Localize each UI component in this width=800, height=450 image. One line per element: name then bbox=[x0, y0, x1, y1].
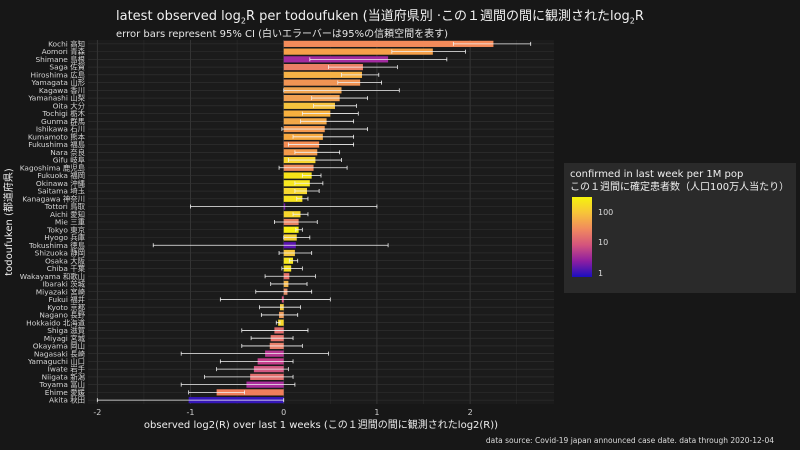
category-label-32: Ibaraki 茨城 bbox=[43, 280, 86, 289]
bar-18 bbox=[283, 172, 312, 179]
category-label-33: Miyazaki 宮崎 bbox=[36, 287, 86, 296]
bar-29 bbox=[283, 257, 294, 264]
category-label-44: Niigata 新潟 bbox=[42, 372, 85, 381]
bar-25 bbox=[283, 226, 299, 233]
bar-4 bbox=[283, 64, 363, 71]
legend-colorbar bbox=[572, 197, 592, 277]
bar-46 bbox=[216, 389, 284, 396]
category-label-26: Hyogo 兵庫 bbox=[44, 233, 85, 242]
category-label-30: Chiba 千葉 bbox=[47, 264, 86, 273]
category-label-4: Saga 佐賀 bbox=[49, 63, 85, 72]
legend-tick-100: 100 bbox=[598, 208, 614, 217]
category-label-35: Kyoto 京都 bbox=[47, 303, 85, 312]
x-axis-label: observed log2(R) over last 1 weeks (この１週… bbox=[144, 418, 498, 431]
category-label-43: Iwate 岩手 bbox=[48, 365, 86, 374]
category-label-19: Okinawa 沖縄 bbox=[36, 179, 86, 188]
category-label-10: Tochigi 栃木 bbox=[42, 109, 86, 118]
category-label-22: Tottori 鳥取 bbox=[44, 202, 86, 211]
category-label-3: Shimane 島根 bbox=[35, 55, 85, 64]
bar-5 bbox=[283, 71, 363, 78]
category-label-46: Ehime 愛媛 bbox=[45, 388, 86, 397]
y-axis-label: todoufuken (都道府県) bbox=[2, 168, 15, 276]
bar-6 bbox=[283, 79, 361, 86]
category-label-5: Hiroshima 広島 bbox=[31, 70, 85, 79]
category-label-20: Saitama 埼玉 bbox=[37, 187, 85, 196]
category-label-39: Miyagi 宮城 bbox=[44, 334, 86, 343]
category-label-28: Shizuoka 静岡 bbox=[35, 249, 85, 258]
category-label-14: Fukushima 福島 bbox=[28, 140, 85, 149]
category-label-2: Aomori 青森 bbox=[42, 47, 86, 56]
category-label-21: Kanagawa 神奈川 bbox=[22, 194, 85, 203]
category-label-45: Toyama 富山 bbox=[38, 380, 85, 389]
legend-title-line2: この１週間に確定患者数（人口100万人当たり） bbox=[570, 182, 790, 193]
category-label-18: Fukuoka 福岡 bbox=[37, 171, 85, 180]
category-label-31: Wakayama 和歌山 bbox=[20, 272, 85, 281]
legend-tick-1: 1 bbox=[598, 269, 604, 278]
category-label-42: Yamaguchi 山口 bbox=[27, 357, 85, 366]
bar-1 bbox=[283, 40, 494, 47]
chart-subtitle: error bars represent 95% CI (白いエラーバーは95%… bbox=[116, 29, 449, 40]
category-label-25: Tokyo 東京 bbox=[46, 225, 85, 234]
category-label-11: Gunma 群馬 bbox=[41, 117, 85, 126]
category-label-34: Fukui 福井 bbox=[49, 295, 85, 304]
category-label-29: Osaka 大阪 bbox=[45, 256, 86, 265]
color-legend: confirmed in last week per 1M pop この１週間に… bbox=[564, 163, 796, 293]
x-tick-label-1: -2 bbox=[93, 408, 101, 417]
bar-2 bbox=[283, 48, 433, 55]
x-tick-label-3: 0 bbox=[281, 408, 286, 417]
x-tick-label-5: 2 bbox=[468, 408, 473, 417]
category-label-24: Mie 三重 bbox=[55, 218, 85, 227]
category-label-16: Gifu 岐阜 bbox=[53, 156, 85, 165]
chart-caption: data source: Covid-19 japan announced ca… bbox=[485, 436, 774, 445]
category-label-15: Nara 奈良 bbox=[50, 148, 85, 157]
legend-tick-10: 10 bbox=[598, 238, 609, 247]
category-label-36: Nagano 長野 bbox=[39, 311, 85, 320]
x-tick-label-4: 1 bbox=[374, 408, 379, 417]
category-label-17: Kagoshima 鹿児島 bbox=[20, 163, 85, 172]
category-label-23: Aichi 愛知 bbox=[50, 210, 85, 219]
category-label-40: Okayama 岡山 bbox=[33, 342, 85, 351]
x-tick-label-2: -1 bbox=[187, 408, 195, 417]
category-label-7: Kagawa 香川 bbox=[39, 86, 85, 95]
legend-title: confirmed in last week per 1M pop この１週間に… bbox=[570, 168, 789, 194]
category-label-13: Kumamoto 熊本 bbox=[28, 132, 86, 141]
category-label-27: Tokushima 徳島 bbox=[28, 241, 85, 250]
category-label-9: Oita 大分 bbox=[53, 101, 86, 110]
legend-title-line1: confirmed in last week per 1M pop bbox=[570, 169, 744, 180]
category-label-37: Hokkaido 北海道 bbox=[26, 318, 85, 327]
category-label-1: Kochi 高知 bbox=[48, 39, 85, 48]
category-label-38: Shiga 滋賀 bbox=[47, 326, 85, 335]
category-label-47: Akita 秋田 bbox=[49, 396, 85, 405]
bar-37 bbox=[278, 319, 284, 326]
category-label-8: Yamanashi 山梨 bbox=[27, 94, 85, 103]
chart-title: latest observed log2R per todoufuken (当道… bbox=[116, 9, 644, 26]
category-label-6: Yamagata 山形 bbox=[30, 78, 85, 87]
category-label-41: Nagasaki 長崎 bbox=[34, 349, 86, 358]
bar-9 bbox=[283, 102, 335, 109]
bar-21 bbox=[283, 195, 303, 202]
category-label-12: Ishikawa 石川 bbox=[36, 125, 85, 134]
bar-23 bbox=[283, 211, 301, 218]
